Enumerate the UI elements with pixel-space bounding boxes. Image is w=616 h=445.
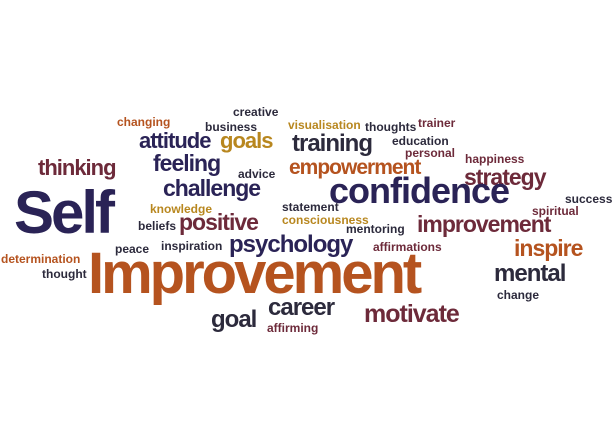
word-trainer: trainer (418, 116, 456, 130)
word-motivate: motivate (364, 300, 460, 328)
word-beliefs: beliefs (138, 219, 177, 233)
word-psychology: psychology (229, 231, 353, 258)
word-changing: changing (117, 115, 171, 129)
word-affirmations: affirmations (373, 240, 442, 254)
word-attitude: attitude (139, 128, 211, 153)
word-thoughts: thoughts (365, 120, 417, 134)
word-knowledge: knowledge (150, 202, 213, 216)
word-goals: goals (220, 128, 273, 153)
word-inspiration: inspiration (161, 239, 223, 253)
word-personal: personal (405, 146, 456, 160)
word-creative: creative (233, 105, 279, 119)
word-success: success (565, 192, 613, 206)
word-affirming: affirming (267, 321, 319, 335)
word-spiritual: spiritual (532, 204, 579, 218)
word-self: Self (14, 179, 115, 246)
word-visualisation: visualisation (288, 118, 361, 132)
word-business: business (205, 120, 258, 134)
word-consciousness: consciousness (282, 213, 369, 227)
word-career: career (268, 294, 335, 321)
word-goal: goal (211, 306, 257, 333)
word-feeling: feeling (153, 150, 221, 176)
word-determination: determination (1, 252, 81, 266)
word-improvement-small: improvement (417, 211, 551, 237)
word-challenge: challenge (163, 175, 261, 201)
word-empowerment: empowerment (289, 156, 421, 179)
word-training: training (292, 130, 373, 157)
word-mental: mental (494, 260, 566, 287)
word-inspire: inspire (514, 235, 583, 261)
word-peace: peace (115, 242, 150, 256)
word-thought: thought (42, 267, 87, 281)
word-change: change (497, 288, 540, 302)
word-mentoring: mentoring (346, 222, 405, 236)
word-advice: advice (238, 167, 276, 181)
word-statement: statement (282, 200, 339, 214)
word-thinking: thinking (38, 155, 117, 180)
word-positive: positive (179, 209, 259, 235)
word-happiness: happiness (465, 152, 525, 166)
word-improvement-big: Improvement (88, 241, 422, 306)
word-confidence: confidence (329, 170, 510, 211)
word-education: education (392, 134, 449, 148)
word-strategy: strategy (464, 164, 546, 190)
